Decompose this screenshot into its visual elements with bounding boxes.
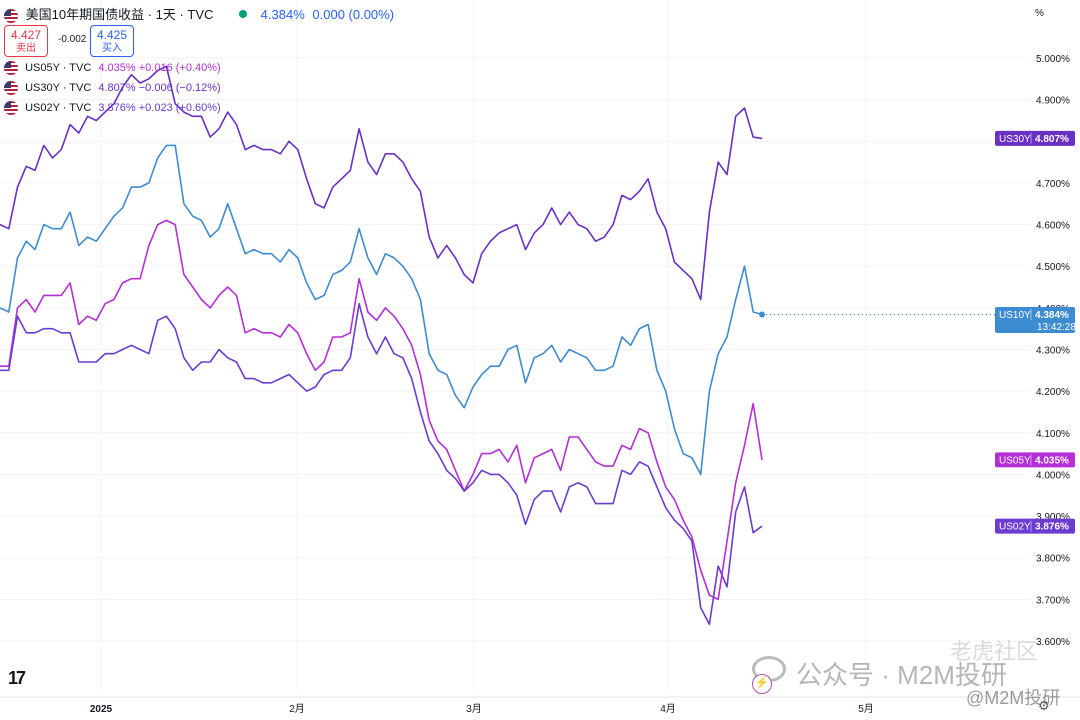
wechat-watermark: 公众号 · M2M投研 <box>796 660 1007 690</box>
legend-row-us02y[interactable]: US02Y · TVC 3.876% +0.023 (+0.60%) <box>4 101 221 115</box>
last-price-dot <box>759 311 765 318</box>
series-line-us05y <box>0 219 763 601</box>
price-label-time: 13:42:28 <box>1037 322 1076 333</box>
price-label-symbol: US10Y <box>999 310 1031 321</box>
price-label-symbol: US05Y <box>999 455 1031 466</box>
series-line-us30y <box>0 65 763 301</box>
price-label-symbol: US02Y <box>999 522 1031 533</box>
series-line-us10y <box>0 144 763 476</box>
symbol-title[interactable]: 美国10年期国债收益 · 1天 · TVC <box>25 7 214 22</box>
handle-watermark: @M2M投研 <box>966 688 1061 708</box>
buy-button[interactable]: 4.425 买入 <box>90 25 134 57</box>
price-label-box <box>995 452 1075 468</box>
x-tick-label: 2月 <box>289 703 305 715</box>
price-label-value: 4.384% <box>1035 310 1069 321</box>
y-tick-label: 4.600% <box>1036 221 1070 232</box>
x-tick-label: 5月 <box>858 703 874 715</box>
buy-price: 4.425 <box>96 28 128 42</box>
y-tick-label: 5.000% <box>1036 54 1070 65</box>
legend-change: −0.006 (−0.12%) <box>138 81 221 94</box>
legend-row-us30y[interactable]: US30Y · TVC 4.807% −0.006 (−0.12%) <box>4 81 221 95</box>
spread-value: -0.002 <box>58 34 87 45</box>
y-tick-label: 3.800% <box>1036 554 1070 565</box>
sell-label: 卖出 <box>16 43 36 54</box>
legend-symbol: US05Y · TVC <box>25 61 92 74</box>
buy-label: 买入 <box>102 43 122 54</box>
series-layer <box>0 65 1030 626</box>
y-tick-label: 4.200% <box>1036 387 1070 398</box>
y-tick-label: 4.500% <box>1036 262 1070 273</box>
legend-change: +0.023 (+0.60%) <box>138 101 221 114</box>
us-flag-icon <box>4 61 18 75</box>
y-tick-label: 3.600% <box>1036 637 1070 648</box>
price-label-box <box>995 307 1075 334</box>
y-tick-label: 4.100% <box>1036 429 1070 440</box>
price-label-value: 3.876% <box>1035 522 1069 533</box>
current-price: 4.384% <box>260 7 305 22</box>
legend-value: 4.807% <box>98 81 136 94</box>
tradingview-logo[interactable]: 17 <box>8 668 26 688</box>
price-change: 0.000 (0.00%) <box>312 7 395 22</box>
y-tick-label: 4.300% <box>1036 346 1070 357</box>
y-tick-label: 4.000% <box>1036 470 1070 481</box>
legend-symbol: US02Y · TVC <box>25 101 92 114</box>
price-label-symbol: US30Y <box>999 134 1031 145</box>
x-axis: 2025 2月 3月 4月 5月 <box>0 696 1080 715</box>
sell-price: 4.427 <box>10 28 42 42</box>
legend-value: 4.035% <box>98 61 136 74</box>
price-label-value: 4.807% <box>1035 134 1069 145</box>
chart-header: 美国10年期国债收益 · 1天 · TVC 4.384% 0.000 (0.00… <box>4 4 394 23</box>
axis-unit: % <box>1035 8 1044 19</box>
y-tick-label: 4.900% <box>1036 96 1070 107</box>
price-label-box <box>995 518 1075 534</box>
settings-gear-icon[interactable]: ⚙ <box>1038 698 1050 713</box>
price-labels: US30Y 4.807% US10Y 4.384%13:42:28 US05Y 4.035… <box>995 130 1076 534</box>
series-line-us02y <box>0 302 763 626</box>
us-flag-icon <box>4 8 18 23</box>
market-status-icon <box>239 10 248 18</box>
x-tick-label: 4月 <box>660 703 676 715</box>
price-label-box <box>995 130 1075 146</box>
lightning-icon[interactable]: ⚡ <box>752 674 772 694</box>
legend-value: 3.876% <box>98 101 136 114</box>
x-tick-label: 3月 <box>466 703 482 715</box>
y-tick-label: 4.700% <box>1036 179 1070 190</box>
legend-symbol: US30Y · TVC <box>25 81 92 94</box>
y-tick-label: 3.700% <box>1036 595 1070 606</box>
legend-row-us05y[interactable]: US05Y · TVC 4.035% +0.016 (+0.40%) <box>4 61 221 75</box>
legend-change: +0.016 (+0.40%) <box>138 61 221 74</box>
us-flag-icon <box>4 81 18 95</box>
faint-watermark: 老虎社区 <box>950 639 1039 664</box>
x-tick-label: 2025 <box>90 704 113 715</box>
y-tick-label: 3.900% <box>1036 512 1070 523</box>
sell-button[interactable]: 4.427 卖出 <box>4 25 48 57</box>
grid-layer <box>0 0 1030 690</box>
price-label-value: 4.035% <box>1035 455 1069 466</box>
us-flag-icon <box>4 101 18 115</box>
